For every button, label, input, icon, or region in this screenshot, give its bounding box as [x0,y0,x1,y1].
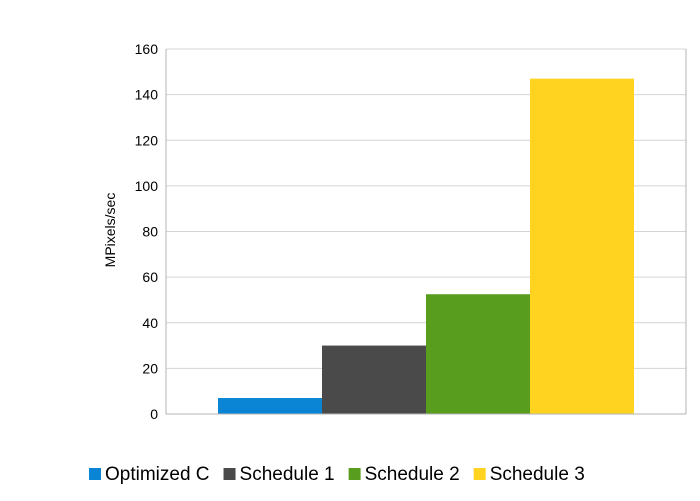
legend-swatch [473,468,486,480]
y-tick-label: 120 [135,132,159,148]
bar-schedule-3 [530,78,634,414]
bars [218,78,634,414]
y-axis-title: MPixels/sec [102,193,118,268]
legend-swatch [348,468,361,480]
legend: Optimized C Schedule 1 Schedule 2 Schedule … [89,464,585,485]
legend-label: Schedule 1 [240,464,335,485]
y-tick-labels: 0 20 40 60 80 100 120 140 160 [135,41,159,422]
y-tick-label: 100 [135,178,159,194]
bar-optimized-c [218,398,322,414]
y-tick-label: 80 [142,224,158,240]
bar-schedule-2 [426,294,530,414]
legend-swatch [89,468,101,480]
legend-label: Schedule 2 [365,464,460,485]
axes [165,49,687,415]
bar-schedule-1 [322,345,426,414]
y-tick-label: 0 [150,406,158,422]
y-tick-label: 20 [142,360,158,376]
y-tick-label: 60 [142,269,158,285]
y-tick-label: 40 [142,315,158,331]
y-tick-label: 160 [135,41,159,57]
gridlines [166,48,686,415]
legend-label: Schedule 3 [490,464,585,485]
legend-label: Optimized C [105,464,210,485]
y-tick-label: 140 [135,87,159,103]
legend-swatch [223,468,236,480]
